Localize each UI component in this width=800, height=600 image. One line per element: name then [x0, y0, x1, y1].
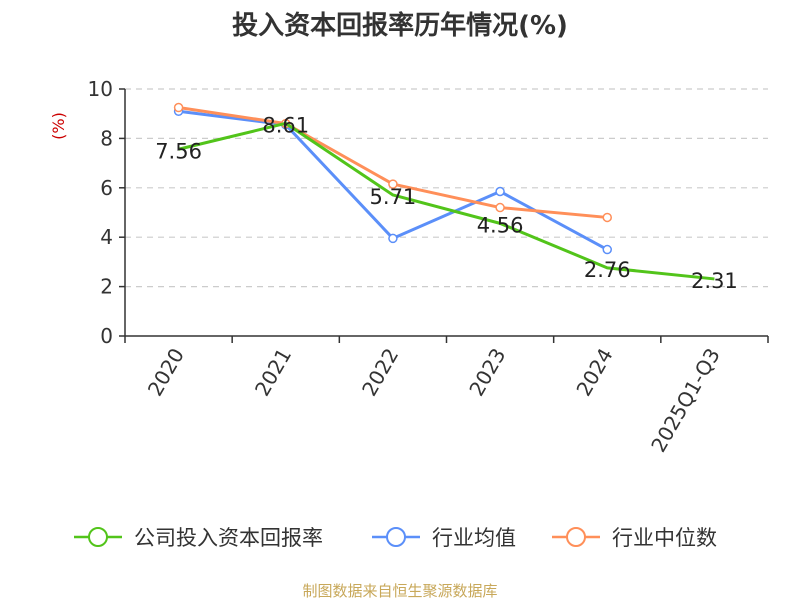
legend-label: 行业均值	[432, 526, 516, 550]
grid	[125, 88, 768, 288]
y-tick-label: 6	[100, 176, 113, 200]
series-point[interactable]	[602, 244, 612, 255]
legend[interactable]: 公司投入资本回报率 行业均值 行业中位数	[74, 526, 717, 550]
legend-label: 公司投入资本回报率	[134, 526, 323, 550]
data-label: 2.76	[584, 258, 631, 282]
x-tick-label: 2021	[250, 344, 296, 400]
chart-title: 投入资本回报率历年情况(%)	[232, 10, 568, 41]
series-point[interactable]	[388, 179, 398, 189]
legend-label: 行业中位数	[612, 526, 717, 550]
y-tick-label: 8	[100, 126, 113, 150]
y-axis-label: (%)	[49, 112, 68, 140]
legend-marker	[386, 527, 406, 547]
x-tick-label: 2022	[357, 344, 403, 400]
legend-marker	[566, 527, 586, 547]
series-point[interactable]	[495, 202, 505, 213]
y-tick-label: 2	[100, 275, 113, 299]
axes: 0 2 4 6 8 10 2020 2021 2022 2023 2024 2025Q1-Q3	[88, 77, 769, 456]
series-point[interactable]	[495, 186, 505, 197]
y-tick-label: 4	[100, 225, 113, 249]
legend-marker	[88, 527, 108, 547]
series-point[interactable]	[173, 102, 184, 113]
series-point[interactable]	[602, 212, 612, 223]
data-label: 7.56	[155, 139, 202, 163]
source-note: 制图数据来自恒生聚源数据库	[302, 582, 497, 600]
x-tick-label: 2023	[464, 344, 510, 400]
series-line	[178, 121, 715, 281]
x-tick-label: 2024	[571, 344, 617, 400]
x-tick-label: 2025Q1-Q3	[646, 344, 725, 456]
legend-item[interactable]: 行业均值	[372, 526, 516, 550]
y-tick-label: 10	[88, 77, 113, 101]
series	[173, 102, 715, 281]
data-label: 4.56	[477, 213, 524, 237]
data-label: 2.31	[691, 269, 738, 293]
series-point[interactable]	[388, 233, 398, 244]
x-tick-label: 2020	[143, 344, 189, 400]
data-label: 5.71	[370, 185, 417, 209]
data-label: 8.61	[262, 113, 309, 137]
y-tick-label: 0	[100, 324, 113, 348]
legend-item[interactable]: 行业中位数	[552, 526, 717, 550]
data-labels: 7.56 8.61 5.71 4.56 2.76 2.31	[155, 113, 738, 293]
legend-item[interactable]: 公司投入资本回报率	[74, 526, 323, 550]
